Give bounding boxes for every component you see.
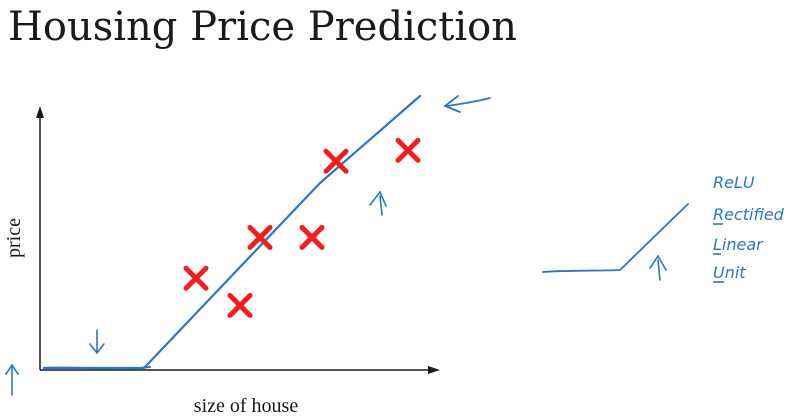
data-point-x-marker [299,224,325,250]
data-points-group [183,137,421,318]
y-axis [36,106,44,370]
down-arrow-icon [89,329,105,355]
relu-sketch-line [542,203,689,273]
marker-stroke [183,265,209,291]
data-point-x-marker [227,292,253,318]
data-point-x-marker [395,137,421,163]
x-axis-arrowhead [428,366,440,374]
relu-word-rectified: Rectified [713,205,785,224]
data-point-x-marker [183,265,209,291]
data-point-x-marker [247,224,273,250]
marker-stroke [323,148,349,174]
chart-title: Housing Price Prediction [8,4,517,50]
x-axis [40,366,440,374]
fit-line [42,94,422,370]
marker-stroke [227,292,253,318]
marker-stroke [247,224,273,250]
relu-word-unit: Unit [713,263,746,282]
x-axis-label: size of house [194,395,299,416]
marker-stroke [299,224,325,250]
relu-annotation: ReLU Rectified Linear Unit [713,173,785,283]
relu-word-linear: Linear [713,235,764,254]
marker-stroke [395,137,421,163]
y-axis-arrowhead [36,106,44,118]
kink-up-arrow-icon [369,190,387,216]
relu-up-arrow-icon [649,254,667,281]
fit-line-group [42,94,422,370]
data-point-x-marker [323,148,349,174]
y-axis-label: price [3,218,25,258]
left-arrow-icon [443,95,491,113]
up-arrow-icon [5,363,19,396]
relu-word-relu: ReLU [713,173,755,192]
